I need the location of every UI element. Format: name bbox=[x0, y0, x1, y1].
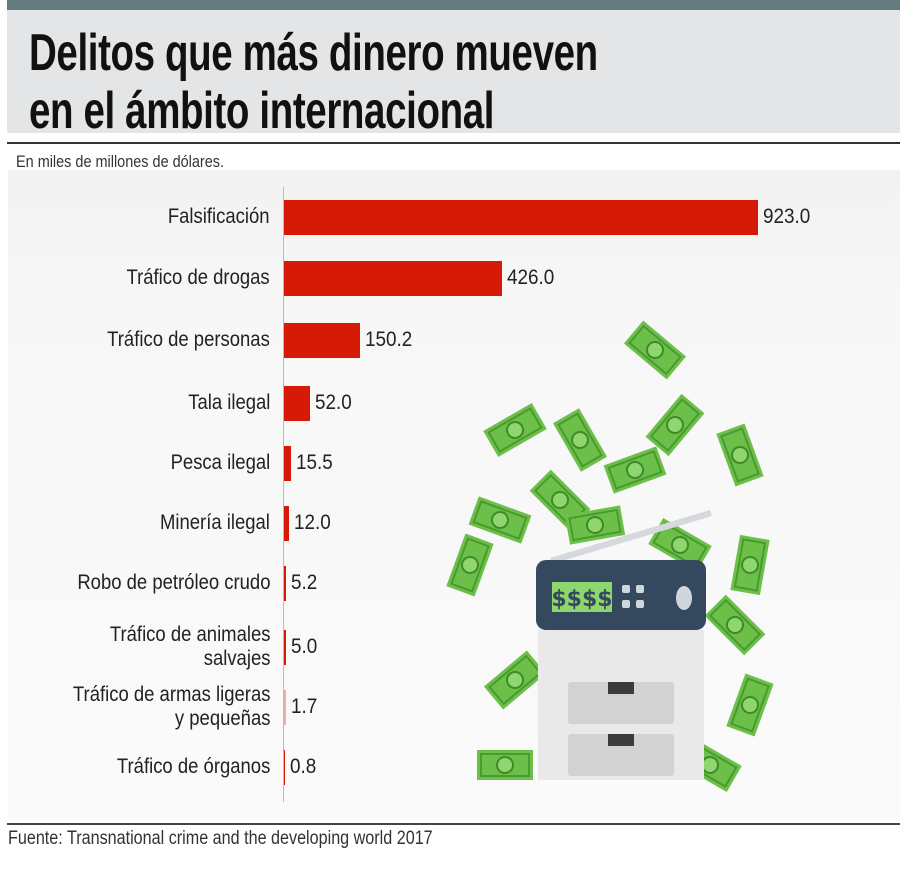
category-label: Tráfico de órganos bbox=[117, 755, 270, 779]
header-divider bbox=[7, 142, 900, 144]
printer-icon: $$$$ bbox=[536, 510, 712, 780]
category-label-line: Tráfico de drogas bbox=[126, 266, 270, 289]
bar bbox=[283, 690, 286, 725]
value-label: 150.2 bbox=[365, 328, 413, 351]
banknote-icon bbox=[564, 505, 626, 545]
bar bbox=[283, 386, 310, 421]
banknote-icon bbox=[645, 393, 705, 457]
category-label: Tráfico de drogas bbox=[127, 266, 270, 290]
bar bbox=[283, 323, 361, 358]
category-label-line: Minería ilegal bbox=[160, 511, 270, 534]
banknote-icon bbox=[623, 320, 687, 380]
bar bbox=[283, 630, 286, 665]
banknote-icon bbox=[446, 533, 494, 597]
value-label: 1.7 bbox=[291, 695, 318, 718]
category-label-line: y pequeñas bbox=[174, 707, 270, 730]
category-label-line: Tráfico de órganos bbox=[116, 755, 270, 778]
value-label: 0.8 bbox=[289, 755, 316, 778]
value-label: 52.0 bbox=[314, 391, 352, 414]
category-label-line: Pesca ilegal bbox=[170, 451, 270, 474]
banknote-icon bbox=[704, 594, 766, 656]
title-line-1: Delitos que más dinero mueven bbox=[29, 24, 598, 82]
header-box: Delitos que más dinero mueven en el ámbi… bbox=[7, 10, 900, 140]
footer-divider bbox=[7, 823, 900, 825]
banknote-icon bbox=[716, 423, 764, 487]
units-subtitle: En miles de millones de dólares. bbox=[16, 152, 225, 171]
category-label: Tala ilegal bbox=[188, 391, 270, 415]
banknote-icon bbox=[483, 403, 547, 457]
category-label-line: Tráfico de animales bbox=[109, 623, 270, 646]
banknote-icon bbox=[477, 750, 533, 780]
banknote-icon bbox=[730, 534, 770, 596]
value-label: 426.0 bbox=[507, 266, 555, 289]
category-label-line: Tala ilegal bbox=[187, 391, 270, 414]
category-label-line: Robo de petróleo crudo bbox=[76, 571, 270, 594]
category-label: Falsificación bbox=[168, 205, 270, 229]
banknotes-icon bbox=[446, 320, 774, 792]
banknote-icon bbox=[468, 496, 532, 544]
money-printer-illustration: $$$$ bbox=[446, 320, 774, 792]
category-label-line: Tráfico de personas bbox=[107, 328, 270, 351]
bar bbox=[283, 446, 291, 481]
value-label: 12.0 bbox=[294, 511, 331, 534]
printer-display: $$$$ bbox=[551, 587, 612, 612]
banknote-icon bbox=[483, 650, 547, 710]
category-label: Minería ilegal bbox=[160, 511, 270, 535]
y-axis-line bbox=[283, 187, 284, 802]
banknote-icon bbox=[648, 518, 712, 572]
category-label: Robo de petróleo crudo bbox=[77, 571, 270, 595]
banknote-icon bbox=[726, 673, 774, 737]
value-label: 5.2 bbox=[291, 571, 318, 594]
value-label: 923.0 bbox=[763, 205, 811, 228]
banknote-icon bbox=[603, 446, 667, 494]
bar bbox=[283, 506, 290, 541]
category-label: Tráfico de animales salvajes bbox=[109, 623, 270, 671]
top-accent-bar bbox=[7, 0, 900, 10]
source-note: Fuente: Transnational crime and the deve… bbox=[8, 828, 433, 849]
category-label-line: salvajes bbox=[203, 647, 270, 670]
category-label: Tráfico de armas ligeras y pequeñas bbox=[72, 683, 270, 731]
category-label-line: Tráfico de armas ligeras bbox=[72, 683, 270, 706]
value-label: 5.0 bbox=[291, 635, 318, 658]
value-label: 15.5 bbox=[295, 451, 333, 474]
category-label: Tráfico de personas bbox=[107, 328, 270, 352]
banknote-icon bbox=[553, 408, 607, 472]
bar bbox=[283, 566, 286, 601]
chart-title: Delitos que más dinero mueven en el ámbi… bbox=[29, 24, 598, 140]
bar bbox=[283, 261, 503, 296]
bar bbox=[283, 200, 758, 235]
title-line-2: en el ámbito internacional bbox=[29, 82, 495, 140]
category-label: Pesca ilegal bbox=[170, 451, 270, 475]
category-label-line: Falsificación bbox=[168, 205, 270, 228]
